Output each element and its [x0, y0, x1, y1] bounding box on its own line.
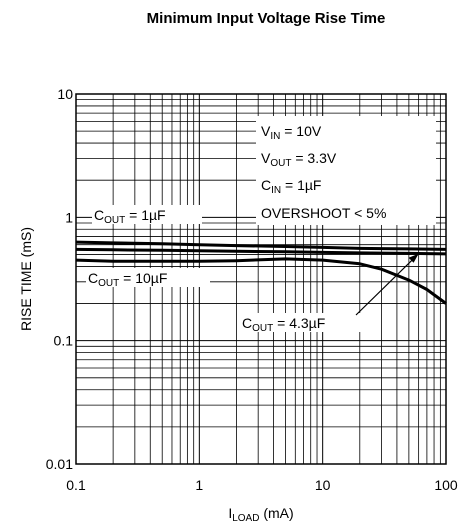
y-tick-label: 0.01 [46, 456, 73, 472]
series-line-3 [75, 257, 447, 305]
x-axis-label-rest: (mA) [259, 505, 293, 521]
y-axis-label: RISE TIME (mS) [18, 227, 34, 331]
condition-line-3: CIN = 1µF [261, 177, 321, 196]
annotation-arrowhead [408, 253, 419, 263]
y-tick-label: 1 [65, 209, 73, 225]
condition-line-1-main: V [261, 123, 271, 139]
y-tick-label: 10 [57, 86, 73, 102]
condition-line-4: OVERSHOOT < 5% [261, 205, 386, 221]
x-axis-label-main: I [228, 505, 232, 521]
x-axis-label: ILOAD (mA) [228, 505, 293, 524]
x-tick-label: 1 [195, 477, 203, 493]
conditions-background [256, 116, 436, 225]
chart-series [75, 240, 447, 305]
y-tick-label: 0.1 [54, 333, 74, 349]
condition-line-1-sub: IN [270, 131, 280, 142]
series-annotation-1-rest: = 1µF [125, 207, 165, 223]
series-annotation-1-main: C [94, 207, 104, 223]
condition-line-1-rest: = 10V [280, 123, 322, 139]
annotation-background [92, 205, 202, 224]
annotation-background [86, 268, 210, 287]
series-annotation-3: COUT = 4.3µF [242, 315, 325, 334]
series-annotation-3-sub: OUT [252, 323, 273, 334]
x-tick-label: 0.1 [66, 477, 86, 493]
condition-line-2-sub: OUT [270, 158, 291, 169]
condition-line-4-main: OVERSHOOT < 5% [261, 205, 386, 221]
plot-area-frame [75, 93, 447, 465]
series-annotation-2-rest: = 10µF [119, 270, 167, 286]
annotation-background [240, 313, 366, 332]
x-tick-label: 100 [434, 477, 458, 493]
series-annotation-2: COUT = 10µF [88, 270, 167, 289]
series-line-2 [75, 247, 447, 256]
condition-line-2: VOUT = 3.3V [261, 150, 337, 169]
series-annotation-1: COUT = 1µF [94, 207, 166, 226]
condition-line-1: VIN = 10V [261, 123, 322, 142]
series-line-1 [75, 240, 447, 251]
condition-line-2-rest: = 3.3V [291, 150, 336, 166]
condition-line-3-rest: = 1µF [281, 177, 321, 193]
series-annotation-1-sub: OUT [104, 215, 125, 226]
series-annotation-3-rest: = 4.3µF [273, 315, 325, 331]
tick-labels: 0.1 1 10 100 0.01 0.1 1 10 [46, 86, 458, 493]
condition-line-3-main: C [261, 177, 271, 193]
series-annotation-2-main: C [88, 270, 98, 286]
annotation-leader-line [355, 253, 420, 316]
chart-title: Minimum Input Voltage Rise Time [147, 10, 386, 27]
series-annotation-2-sub: OUT [98, 278, 119, 289]
condition-line-2-main: V [261, 150, 271, 166]
x-tick-label: 10 [315, 477, 331, 493]
condition-line-3-sub: IN [271, 185, 281, 196]
x-axis-label-sub: LOAD [232, 513, 259, 524]
series-annotation-3-main: C [242, 315, 252, 331]
